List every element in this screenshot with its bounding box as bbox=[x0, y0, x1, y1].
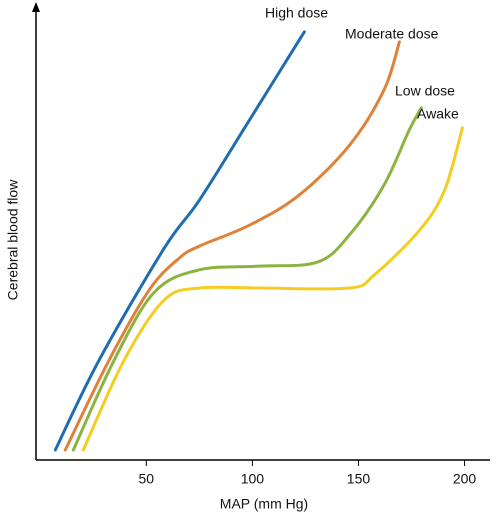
curve-label: Low dose bbox=[395, 83, 455, 99]
x-axis-label: MAP (mm Hg) bbox=[220, 496, 308, 512]
x-tick-label: 200 bbox=[453, 471, 477, 487]
x-tick-label: 100 bbox=[241, 471, 265, 487]
curve bbox=[71, 106, 423, 452]
x-tick-label: 50 bbox=[139, 471, 155, 487]
curve bbox=[63, 40, 401, 452]
y-axis-arrow bbox=[32, 2, 40, 12]
curve-label: Awake bbox=[417, 106, 459, 122]
y-axis-label: Cerebral blood flow bbox=[5, 179, 21, 301]
curve bbox=[53, 30, 306, 452]
curve-label: High dose bbox=[265, 5, 328, 21]
curve bbox=[81, 126, 464, 452]
x-tick-label: 150 bbox=[347, 471, 371, 487]
curve-label: Moderate dose bbox=[345, 26, 439, 42]
